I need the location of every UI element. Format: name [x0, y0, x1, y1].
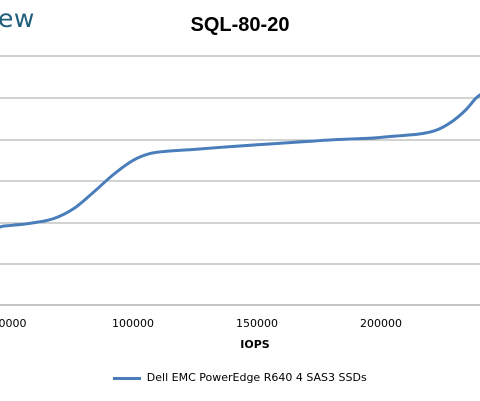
x-tick-label: 00000 [0, 317, 27, 330]
x-axis-label: IOPS [240, 338, 270, 351]
gridlines [0, 55, 480, 306]
x-tick-label: 100000 [112, 317, 154, 330]
chart-title: SQL-80-20 [190, 14, 290, 36]
series-line [0, 93, 480, 229]
legend-swatch [113, 376, 142, 380]
x-tick-label: 200000 [360, 317, 402, 330]
series-lines [0, 93, 480, 229]
x-tick-label: 150000 [236, 317, 278, 330]
legend-label: Dell EMC PowerEdge R640 4 SAS3 SSDs [146, 371, 367, 384]
brand-logo-fragment: ew [0, 4, 35, 33]
x-tick-labels: 00000 100000 150000 200000 [0, 317, 402, 330]
legend: Dell EMC PowerEdge R640 4 SAS3 SSDs [0, 371, 480, 384]
